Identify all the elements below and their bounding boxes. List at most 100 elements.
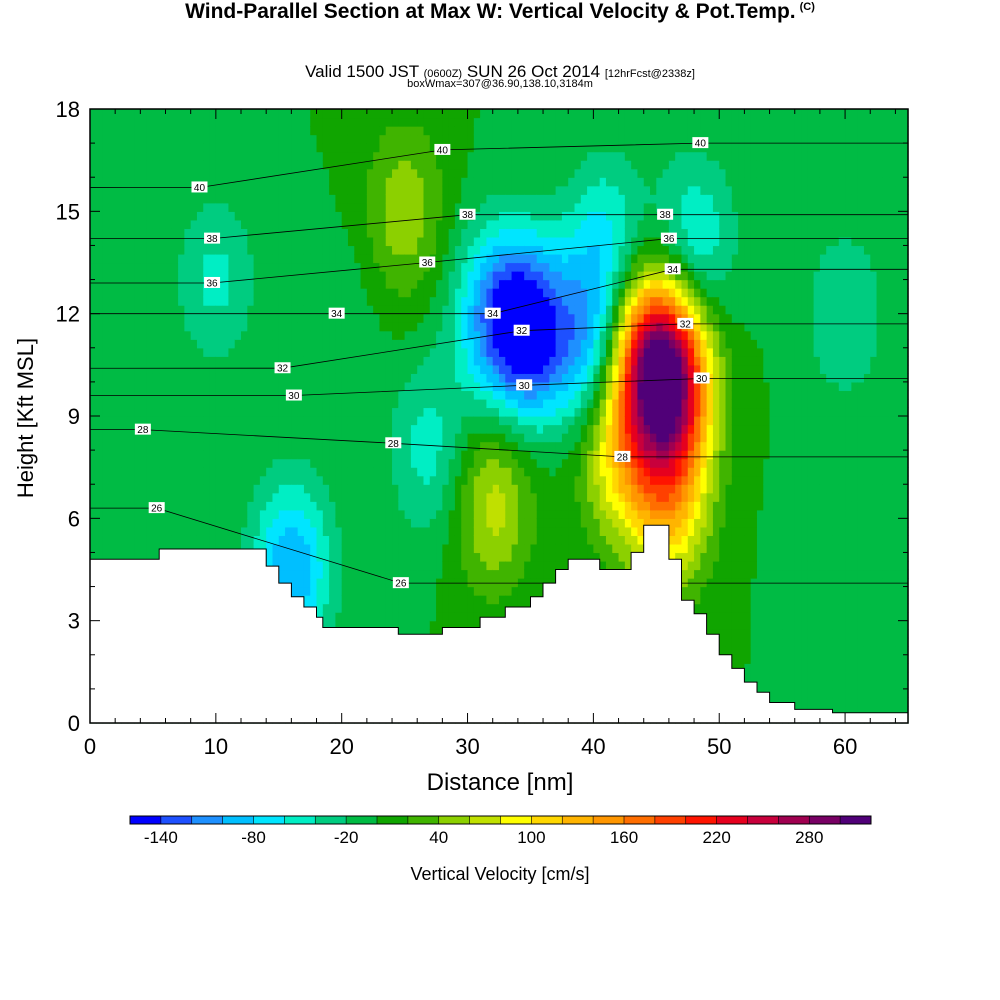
w-cell [152,347,160,357]
w-cell [461,501,469,511]
w-cell [373,407,381,417]
w-cell [423,450,431,460]
w-cell [442,168,450,178]
w-cell [285,347,292,357]
w-cell [303,160,311,170]
w-cell [165,160,173,170]
w-cell [316,262,324,272]
w-cell [499,185,506,195]
w-cell [272,356,280,366]
w-cell [310,109,318,119]
w-cell [310,236,318,247]
w-cell [404,185,412,195]
w-cell [285,288,292,298]
w-cell [499,518,506,528]
w-cell [385,168,393,178]
w-cell [392,194,399,204]
w-cell [429,595,437,605]
w-cell [429,416,437,426]
w-cell [499,322,506,332]
w-cell [108,305,116,315]
w-cell [196,219,204,229]
w-cell [121,262,129,272]
w-cell [222,390,230,400]
w-cell [404,595,412,605]
w-cell [480,492,488,502]
w-cell [486,398,494,409]
w-cell [398,262,406,272]
w-cell [410,322,418,332]
w-cell [442,424,450,434]
w-cell [366,126,374,136]
w-cell [392,279,399,289]
w-cell [266,475,274,485]
w-cell [310,177,318,187]
w-cell [354,543,362,554]
w-cell [347,151,355,161]
w-cell [454,177,462,187]
w-cell [329,560,336,571]
w-cell [115,185,123,195]
w-cell [499,535,506,545]
w-cell [442,126,450,136]
w-cell [360,578,368,588]
w-cell [247,501,255,511]
w-cell [102,117,110,127]
w-cell [473,560,481,571]
w-cell [417,296,425,306]
w-cell [127,484,135,494]
w-cell [379,117,387,127]
w-cell [165,441,173,451]
w-cell [436,288,443,298]
w-cell [146,271,154,281]
w-cell [467,475,475,485]
w-cell [310,424,318,434]
w-cell [134,433,141,443]
w-cell [417,492,425,502]
w-cell [228,433,236,443]
w-cell [278,245,286,255]
w-cell [335,364,343,374]
w-cell [347,441,355,451]
w-cell [190,475,198,485]
w-cell [505,398,513,409]
w-cell [108,501,116,511]
w-cell [480,126,488,136]
w-cell [341,117,349,127]
w-cell [454,543,462,554]
w-cell [303,501,311,511]
w-cell [417,339,425,349]
w-cell [373,160,381,170]
w-cell [511,134,519,144]
w-cell [316,339,324,349]
w-cell [341,296,349,306]
w-cell [467,143,475,153]
w-cell [316,228,324,238]
w-cell [499,330,506,340]
w-cell [259,109,267,119]
w-cell [373,236,381,247]
w-cell [215,117,223,127]
w-cell [234,398,242,409]
w-cell [335,288,343,298]
w-cell [517,185,525,195]
w-cell [234,450,242,460]
w-cell [347,484,355,494]
w-cell [203,143,211,153]
w-cell [379,177,387,187]
w-cell [360,279,368,289]
w-cell [127,126,135,136]
w-cell [347,109,355,119]
w-cell [152,271,160,281]
w-cell [385,126,393,136]
w-cell [423,236,431,247]
w-cell [96,492,104,502]
w-cell [322,339,330,349]
w-cell [322,433,330,443]
w-cell [247,253,255,264]
w-cell [410,475,418,485]
w-cell [486,458,494,468]
w-cell [329,416,336,426]
w-cell [499,552,506,562]
